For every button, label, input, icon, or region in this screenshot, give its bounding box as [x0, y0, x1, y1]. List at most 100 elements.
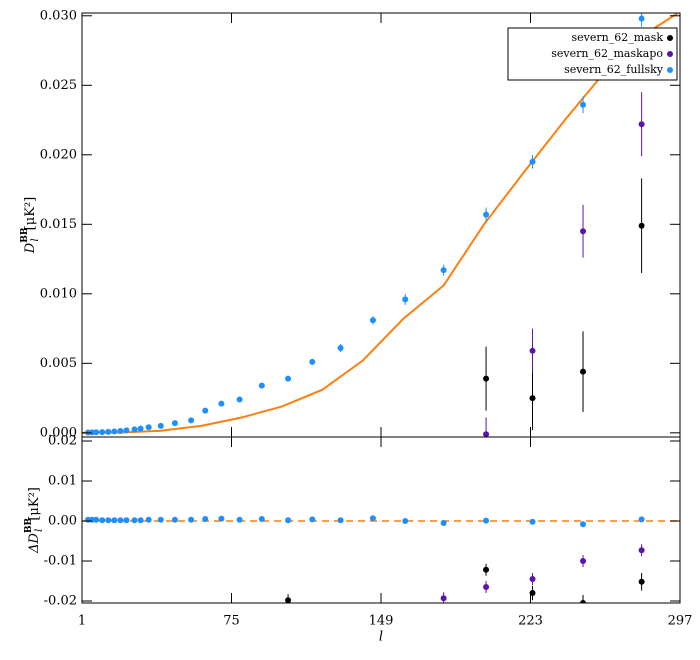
y-tick-label: -0.02: [44, 594, 77, 609]
point: [529, 518, 536, 525]
y-label-part: D: [23, 242, 38, 254]
point: [123, 427, 130, 434]
point: [638, 578, 645, 585]
point: [402, 518, 409, 524]
y-tick-label: 0.020: [40, 147, 77, 162]
plot-area: [82, 13, 679, 437]
y-tick-label: 0.000: [40, 425, 77, 440]
y-label-part: [μK²]: [23, 197, 38, 231]
point: [580, 228, 587, 235]
point: [131, 517, 138, 524]
point: [188, 417, 195, 424]
plot-area: [82, 515, 680, 603]
point: [580, 368, 587, 375]
point: [145, 424, 152, 431]
axes-frame: [81, 436, 681, 604]
point: [483, 211, 490, 218]
legend-box: [507, 27, 678, 81]
y-tick-label: 0.00: [48, 514, 77, 529]
y-label-part: [μK²]: [27, 487, 42, 521]
y-label-part: l: [30, 238, 41, 241]
y-label-part: l: [34, 529, 45, 532]
point: [111, 517, 118, 524]
point: [529, 158, 536, 165]
y-tick-label: 0.010: [40, 286, 77, 301]
point: [93, 429, 100, 436]
point: [157, 422, 164, 429]
x-axis-label: l: [379, 630, 383, 645]
point: [258, 382, 265, 389]
point: [145, 516, 152, 523]
point: [483, 375, 490, 382]
point: [580, 558, 587, 564]
point: [483, 584, 490, 590]
x-tick-label: 223: [518, 614, 543, 629]
y-label-part: BB: [24, 517, 34, 533]
y-axis-label: ΔDBBl [μK²]: [24, 487, 45, 554]
point: [483, 566, 490, 573]
point: [529, 347, 536, 354]
point: [638, 222, 645, 229]
legend-label: severn_62_maskapo: [551, 47, 663, 60]
x-tick-label: 149: [369, 614, 394, 629]
point: [337, 345, 344, 352]
point: [337, 517, 344, 524]
point: [258, 516, 265, 522]
point: [285, 597, 292, 603]
legend-marker: [667, 35, 673, 41]
y-tick-label: 0.005: [40, 356, 77, 371]
x-tick-label: 75: [223, 614, 240, 629]
y-tick-label: 0.030: [40, 8, 77, 23]
point: [285, 517, 292, 524]
point: [188, 516, 195, 523]
x-tick-label: 1: [78, 614, 86, 629]
point: [483, 517, 490, 524]
point: [117, 517, 124, 524]
point: [309, 358, 316, 365]
point: [105, 428, 112, 435]
x-tick-label: 297: [668, 614, 693, 629]
y-tick-label: 0.02: [48, 434, 77, 449]
legend-label: severn_62_mask: [571, 31, 663, 44]
legend: severn_62_mask severn_62_maskapo severn_62…: [507, 27, 678, 81]
point: [529, 576, 536, 582]
point: [202, 516, 209, 522]
point: [171, 516, 178, 523]
point: [236, 396, 243, 403]
point: [236, 516, 243, 523]
point: [117, 428, 124, 435]
point: [580, 600, 587, 603]
y-tick-label: 0.025: [40, 78, 77, 93]
point: [580, 521, 587, 528]
point: [285, 375, 292, 382]
point: [638, 516, 645, 523]
point: [93, 516, 100, 523]
point: [202, 407, 209, 414]
y-label-part: BB: [20, 227, 30, 243]
theory-line: [82, 13, 679, 434]
legend-label: severn_62_fullsky: [564, 63, 664, 76]
point: [123, 517, 130, 524]
y-tick-label: 0.01: [48, 474, 77, 489]
point: [218, 515, 225, 522]
point: [529, 395, 536, 402]
point: [483, 431, 490, 437]
point: [99, 429, 106, 436]
legend-marker: [667, 67, 673, 73]
y-axis-label: DBBl [μK²]: [20, 197, 41, 254]
point: [580, 101, 587, 108]
point: [440, 520, 447, 526]
point: [218, 400, 225, 407]
point: [440, 595, 447, 602]
point: [402, 296, 409, 303]
point: [131, 426, 138, 433]
y-tick-label: 0.015: [40, 217, 77, 232]
point: [157, 516, 164, 523]
point: [369, 317, 376, 324]
point: [309, 516, 316, 523]
point: [529, 590, 536, 596]
legend-marker: [667, 51, 673, 57]
point: [137, 425, 144, 432]
point: [440, 267, 447, 274]
